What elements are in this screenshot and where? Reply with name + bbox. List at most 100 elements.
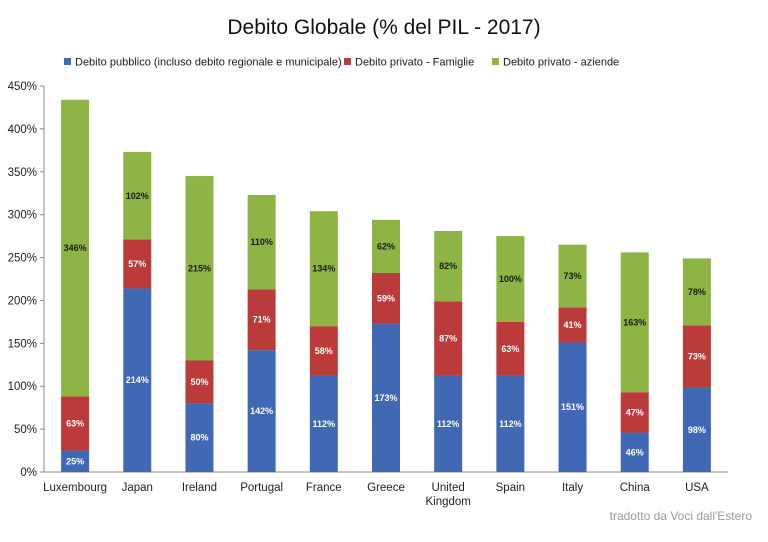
x-tick-label: Italy	[562, 482, 583, 494]
bar-segment-2	[309, 326, 338, 376]
x-tick-label: United Kingdom	[425, 482, 470, 508]
legend-label-3: Debito privato - aziende	[503, 57, 619, 69]
bar-value-label: 58%	[315, 346, 333, 356]
x-tick-label: USA	[685, 482, 709, 494]
bar-segment-1	[61, 450, 90, 472]
bar-value-label: 142%	[250, 406, 273, 416]
bar-value-label: 134%	[312, 264, 335, 274]
bar-segment-2	[434, 301, 463, 376]
bar-value-label: 87%	[439, 334, 457, 344]
y-tick-label: 400%	[8, 124, 37, 136]
bar-value-label: 59%	[377, 293, 395, 303]
bar-segment-1	[434, 375, 463, 472]
bar-segment-2	[620, 392, 649, 433]
bar-value-label: 25%	[66, 456, 84, 466]
bar-segment-3	[123, 152, 152, 240]
bar-segment-3	[309, 211, 338, 327]
y-axis: 0% 50% 100% 150% 200% 250% 300% 350% 400% 450%	[8, 81, 45, 479]
bar-segment-2	[247, 289, 276, 351]
bar-value-label: 80%	[190, 433, 208, 443]
bar-value-label: 163%	[623, 317, 646, 327]
bar-value-label: 73%	[564, 271, 582, 281]
credit-text: tradotto da Voci dall'Estero	[610, 509, 753, 523]
bar-value-label: 112%	[499, 419, 522, 429]
bar-value-label: 112%	[437, 419, 460, 429]
bar-segment-2	[496, 321, 525, 376]
bar-segment-2	[372, 272, 400, 324]
bar-value-label: 63%	[66, 419, 84, 429]
legend-label-1: Debito pubblico (incluso debito regional…	[75, 57, 342, 69]
bar-segment-1	[496, 375, 525, 472]
x-tick-label: Japan	[122, 482, 153, 494]
bar-value-label: 57%	[128, 259, 146, 269]
bar-segment-1	[247, 350, 276, 472]
bar-segment-3	[247, 194, 276, 290]
x-tick-label: Ireland	[182, 482, 217, 494]
bar-segment-1	[682, 387, 711, 472]
bar-value-label: 62%	[377, 241, 395, 251]
y-tick-label: 0%	[20, 467, 37, 479]
legend-swatch-2	[344, 58, 351, 65]
bar-value-label: 102%	[126, 191, 149, 201]
y-tick-label: 200%	[8, 295, 37, 307]
bar-segment-2	[682, 325, 711, 388]
bar-value-label: 73%	[688, 352, 706, 362]
bar-value-label: 41%	[564, 320, 582, 330]
y-tick-label: 150%	[8, 338, 37, 350]
x-tick-label: Portugal	[240, 482, 283, 494]
y-tick-label: 450%	[8, 81, 37, 93]
y-tick-label: 250%	[8, 253, 37, 265]
bar-value-label: 151%	[561, 402, 584, 412]
bar-value-label: 71%	[253, 315, 271, 325]
bar-value-label: 78%	[688, 287, 706, 297]
x-axis: Luxembourg Japan Ireland Portugal France Gree…	[43, 471, 728, 508]
bar-value-label: 98%	[688, 425, 706, 435]
bar-segment-3	[185, 176, 214, 361]
bar-segment-3	[61, 99, 90, 397]
x-tick-label: Luxembourg	[43, 482, 107, 494]
x-tick-label: France	[306, 482, 342, 494]
bar-value-label: 214%	[126, 375, 149, 385]
bar-segment-3	[372, 219, 400, 273]
bar-value-label: 215%	[188, 263, 211, 273]
bar-segment-3	[434, 230, 463, 302]
bar-value-label: 346%	[64, 243, 87, 253]
bar-segment-3	[496, 236, 525, 322]
bar-segment-2	[61, 396, 90, 451]
bar-value-label: 173%	[374, 393, 397, 403]
bar-segment-1	[372, 323, 400, 472]
y-tick-label: 350%	[8, 167, 37, 179]
bar-segment-1	[185, 403, 214, 472]
bar-value-label: 82%	[439, 261, 457, 271]
bar-segment-1	[620, 432, 649, 472]
bar-segment-1	[309, 375, 338, 472]
bar-segment-2	[185, 360, 214, 404]
bar-value-label: 112%	[313, 419, 336, 429]
bars: 25% 63% 346% 214% 57% 102% 80% 50% 215% 142% 71% 11…	[61, 99, 711, 472]
y-tick-label: 300%	[8, 210, 37, 222]
bar-value-label: 63%	[501, 344, 519, 354]
bar-value-label: 100%	[499, 274, 522, 284]
x-tick-label: Spain	[496, 482, 525, 494]
bar-segment-1	[123, 288, 152, 472]
chart-title: Debito Globale (% del PIL - 2017)	[227, 16, 540, 39]
x-tick-label: China	[620, 482, 651, 494]
legend-swatch-1	[64, 58, 71, 65]
bar-segment-2	[558, 307, 587, 343]
y-tick-label: 50%	[14, 424, 37, 436]
bar-value-label: 50%	[190, 377, 208, 387]
x-tick-label: Greece	[367, 482, 405, 494]
bar-segment-2	[123, 239, 152, 289]
bar-segment-1	[558, 342, 587, 472]
bar-segment-3	[558, 244, 587, 308]
legend-swatch-3	[492, 58, 499, 65]
legend-label-2: Debito privato - Famiglie	[355, 57, 474, 69]
y-tick-label: 100%	[8, 381, 37, 393]
bar-value-label: 110%	[250, 237, 273, 247]
bar-segment-3	[682, 258, 711, 326]
legend: Debito pubblico (incluso debito regional…	[64, 57, 619, 69]
bar-value-label: 46%	[626, 447, 644, 457]
bar-value-label: 47%	[626, 407, 644, 417]
bar-segment-3	[620, 252, 649, 393]
